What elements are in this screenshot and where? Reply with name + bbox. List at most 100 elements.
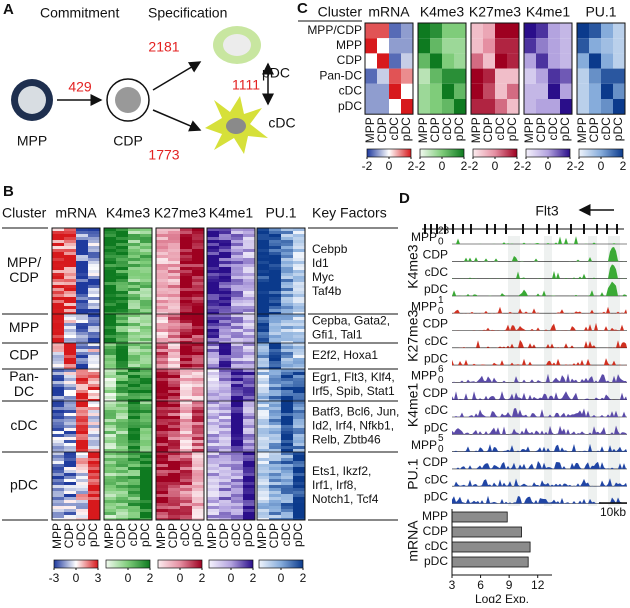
gene-row-cell	[281, 387, 293, 390]
gene-row-cell	[281, 252, 293, 255]
gene-row-cell	[156, 343, 168, 346]
sample-label: cDC	[74, 523, 88, 547]
gene-row-cell	[257, 416, 269, 419]
gene-row-cell	[116, 361, 128, 364]
gene-row-cell	[192, 358, 204, 361]
gene-row-cell	[88, 401, 100, 404]
sample-label: MPP	[50, 523, 64, 549]
gene-row-cell	[52, 491, 64, 494]
gene-row-cell	[207, 482, 219, 485]
gene-row-cell	[219, 288, 231, 291]
gene-row-cell	[269, 282, 281, 285]
gene-row-cell	[207, 449, 219, 452]
gene-row-cell	[219, 396, 231, 399]
gene-row-cell	[168, 422, 180, 425]
gene-row-cell	[64, 282, 76, 285]
gene-row-cell	[104, 434, 116, 437]
gene-row-cell	[281, 506, 293, 509]
gene-row-cell	[293, 349, 305, 352]
gene-row-cell	[231, 317, 243, 320]
gene-row-cell	[104, 252, 116, 255]
gene-row-cell	[180, 455, 192, 458]
gene-row-cell	[52, 332, 64, 335]
gene-row-cell	[281, 479, 293, 482]
cluster-label: CDP	[9, 269, 39, 285]
gene-row-cell	[231, 343, 243, 346]
gene-row-cell	[192, 258, 204, 261]
gene-row-cell	[76, 449, 88, 452]
gene-row-cell	[88, 309, 100, 312]
gene-row-cell	[64, 240, 76, 243]
gene-row-cell	[140, 470, 152, 473]
gene-row-cell	[293, 303, 305, 306]
heatmap-cell	[548, 99, 560, 115]
gene-row-cell	[192, 261, 204, 264]
gene-row-cell	[156, 300, 168, 303]
gene-row-cell	[231, 401, 243, 404]
gene-row-cell	[116, 312, 128, 314]
gene-row-cell	[88, 270, 100, 273]
gene-row-cell	[281, 482, 293, 485]
gene-row-cell	[243, 261, 255, 264]
exon	[436, 224, 438, 234]
gene-row-cell	[52, 323, 64, 326]
gene-row-cell	[281, 455, 293, 458]
gene-row-cell	[76, 258, 88, 261]
gene-row-cell	[104, 312, 116, 314]
highlight-band	[508, 236, 520, 506]
sample-label: MPP	[102, 523, 116, 549]
gene-row-cell	[293, 390, 305, 393]
gene-row-cell	[281, 440, 293, 443]
gene-row-cell	[243, 255, 255, 258]
gene-row-cell	[207, 320, 219, 323]
gene-row-cell	[116, 294, 128, 297]
heatmap-cell	[454, 23, 466, 39]
gene-row-cell	[219, 476, 231, 479]
gene-row-cell	[64, 396, 76, 399]
gene-row-cell	[180, 243, 192, 246]
heatmap-cell	[401, 53, 413, 69]
gene-row-cell	[76, 473, 88, 476]
gene-row-cell	[128, 399, 140, 401]
gene-row-cell	[104, 279, 116, 282]
gene-row-cell	[76, 416, 88, 419]
gene-row-cell	[231, 437, 243, 440]
gene-row-cell	[231, 384, 243, 387]
gene-row-cell	[269, 512, 281, 515]
gene-row-cell	[243, 497, 255, 500]
gene-row-cell	[231, 425, 243, 428]
gene-row-cell	[231, 329, 243, 332]
gene-row-cell	[192, 413, 204, 416]
gene-row-cell	[219, 488, 231, 491]
gene-row-cell	[128, 231, 140, 234]
gene-row-cell	[243, 396, 255, 399]
gene-row-cell	[231, 440, 243, 443]
gene-row-cell	[243, 449, 255, 452]
gene-row-cell	[156, 303, 168, 306]
gene-row-cell	[64, 367, 76, 369]
gene-row-cell	[293, 455, 305, 458]
gene-row-cell	[168, 252, 180, 255]
heatmap-cell	[401, 68, 413, 84]
gene-row-cell	[64, 467, 76, 470]
gene-row-cell	[231, 297, 243, 300]
gene-row-cell	[168, 485, 180, 488]
heatmap-cell	[560, 68, 572, 84]
gene-row-cell	[116, 367, 128, 369]
heatmap-cell	[454, 53, 466, 69]
gene-row-cell	[231, 473, 243, 476]
heatmap-frame	[470, 22, 520, 115]
gene-row-cell	[104, 503, 116, 506]
gene-row-cell	[207, 249, 219, 252]
gene-row-cell	[269, 367, 281, 369]
gene-row-cell	[257, 425, 269, 428]
gene-row-cell	[269, 410, 281, 413]
gene-row-cell	[269, 243, 281, 246]
gene-row-cell	[231, 300, 243, 303]
gene-row-cell	[257, 467, 269, 470]
gene-row-cell	[231, 361, 243, 364]
gene-row-cell	[156, 369, 168, 372]
gene-row-cell	[231, 455, 243, 458]
key-factor: Egr1, Flt3, Klf4,	[312, 370, 395, 384]
gene-row-cell	[104, 399, 116, 401]
